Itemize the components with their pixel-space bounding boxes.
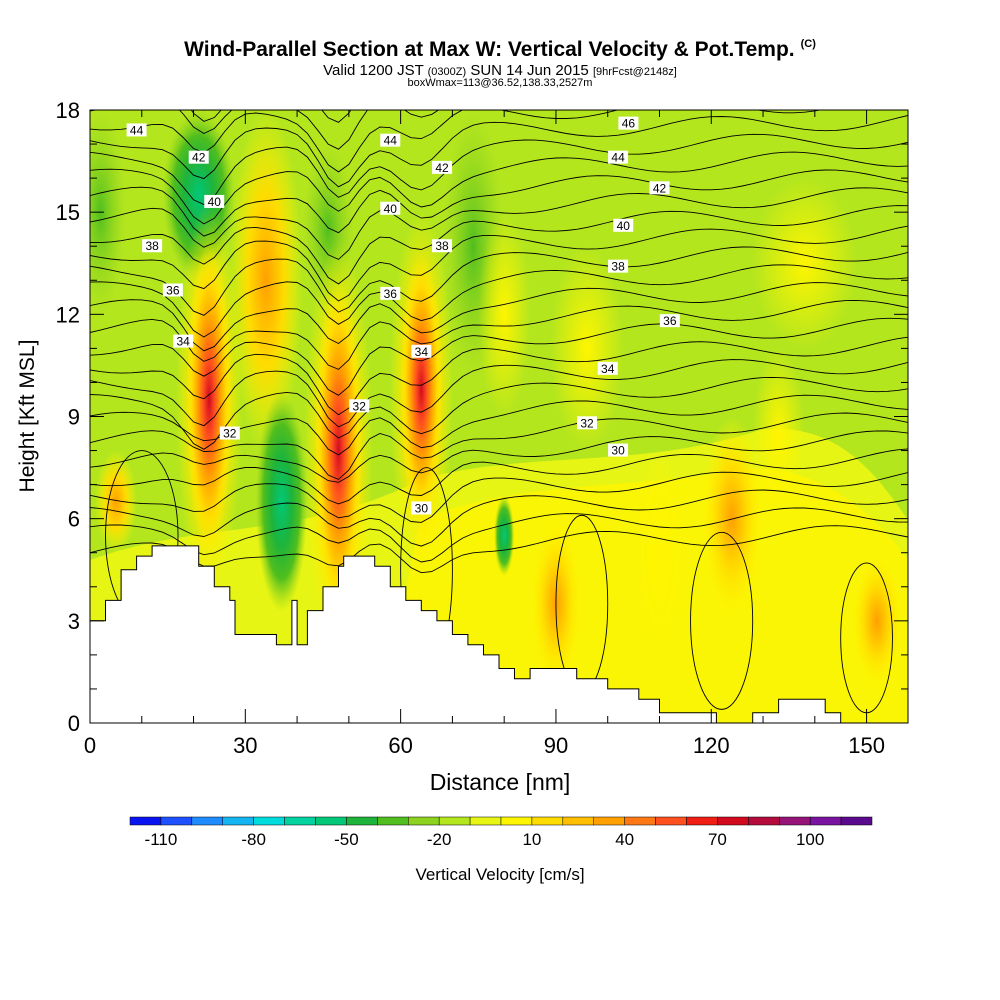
colorbar-swatch [501,817,532,825]
contour-label: 30 [415,501,429,515]
contour-label: 36 [663,314,677,328]
contour-label: 36 [384,287,398,301]
contour-label: 38 [435,239,449,253]
colorbar-tick-label: 70 [708,830,727,849]
colorbar-swatch [748,817,779,825]
y-tick-label: 12 [56,302,80,327]
y-tick-label: 6 [68,507,80,532]
x-tick-label: 0 [84,733,96,758]
y-axis-label: Height [Kft MSL] [16,340,39,493]
contour-label: 46 [622,117,636,131]
x-tick-label: 150 [848,733,885,758]
y-tick-label: 3 [68,609,80,634]
theta-contour-line [90,40,908,111]
y-tick-label: 18 [56,98,80,123]
colorbar-swatch [470,817,501,825]
contour-label: 32 [353,399,367,413]
y-tick-label: 0 [68,711,80,736]
contour-label: 42 [192,151,206,165]
colorbar-swatch [532,817,563,825]
colorbar-swatch [656,817,687,825]
colorbar-swatch [439,817,470,825]
colorbar-tick-label: 100 [796,830,824,849]
contour-label: 30 [611,444,625,458]
x-tick-label: 30 [233,733,257,758]
contour-label: 44 [611,151,625,165]
colorbar-swatch [377,817,408,825]
x-tick-label: 120 [693,733,730,758]
colorbar-swatch [130,817,161,825]
colorbar-swatch [346,817,377,825]
colorbar-swatch [285,817,316,825]
x-tick-label: 60 [388,733,412,758]
colorbar-tick-label: -80 [241,830,266,849]
contour-label: 40 [384,202,398,216]
colorbar-swatch [408,817,439,825]
colorbar-swatch [161,817,192,825]
colorbar-swatch [717,817,748,825]
field-stripe [634,451,686,655]
field-stripe [478,212,530,416]
colorbar-swatch [316,817,347,825]
contour-label: 34 [601,362,615,376]
y-tick-label: 9 [68,405,80,430]
contour-label: 38 [611,260,625,274]
colorbar: -110 -80 -50 -20 10 40 70 100 [130,817,872,849]
contour-label: 42 [435,161,449,175]
field-stripe [753,348,805,518]
y-tick-label: 15 [56,200,80,225]
theta-contour-line [90,22,908,94]
contour-label: 36 [166,283,180,297]
contour-label: 32 [580,416,594,430]
colorbar-swatch [594,817,625,825]
x-tick-label: 90 [544,733,568,758]
contour-label: 38 [145,239,159,253]
colorbar-tick-label: 40 [615,830,634,849]
colorbar-swatch [779,817,810,825]
colorbar-swatch [810,817,841,825]
colorbar-swatch [254,817,285,825]
contour-label: 44 [130,123,144,137]
downdraft-core [494,496,514,576]
colorbar-label: Vertical Velocity [cm/s] [415,865,584,884]
colorbar-swatch [841,817,872,825]
contour-label: 34 [177,335,191,349]
colorbar-tick-label: -110 [145,830,178,849]
colorbar-swatch [192,817,223,825]
x-axis-label: Distance [nm] [430,769,571,795]
contour-label: 42 [653,181,667,195]
colorbar-tick-label: -20 [427,830,452,849]
colorbar-swatch [625,817,656,825]
contour-label: 34 [415,345,429,359]
colorbar-tick-label: -50 [334,830,359,849]
updraft-core [400,252,442,526]
contour-label: 40 [617,219,631,233]
colorbar-swatch [687,817,718,825]
colorbar-swatch [563,817,594,825]
contour-label: 32 [223,427,237,441]
colorbar-tick-label: 10 [522,830,541,849]
downdraft-core [256,392,308,612]
colorbar-swatch [223,817,254,825]
contour-label: 44 [384,134,398,148]
field-stripe [753,178,857,348]
contour-label: 40 [208,195,222,209]
